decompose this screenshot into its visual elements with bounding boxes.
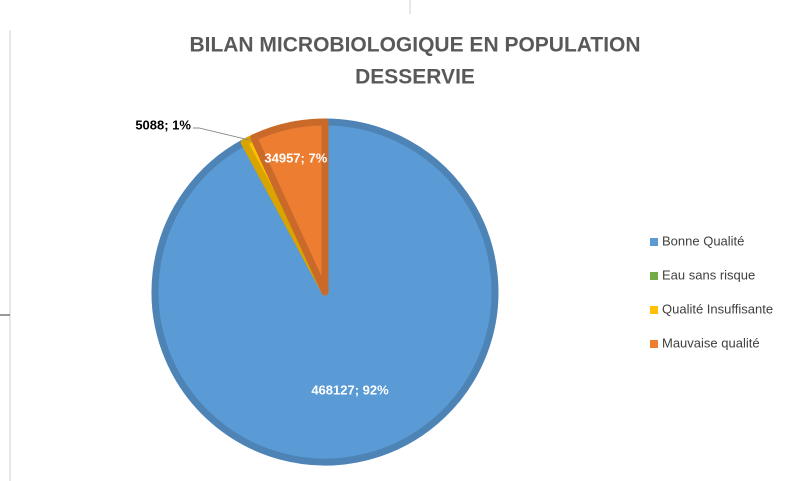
legend-swatch bbox=[650, 340, 658, 348]
pie-slice bbox=[250, 118, 329, 296]
data-label: 468127; 92% bbox=[311, 382, 389, 397]
legend-swatch bbox=[650, 272, 658, 280]
data-label: 5088; 1% bbox=[135, 117, 191, 132]
data-label: 34957; 7% bbox=[264, 151, 327, 166]
legend-swatch bbox=[650, 306, 658, 314]
chart-title: BILAN MICROBIOLOGIQUE EN POPULATION bbox=[189, 34, 640, 57]
legend-label: Bonne Qualité bbox=[662, 233, 744, 248]
leader-line bbox=[192, 127, 250, 141]
legend-label: Qualité Insuffisante bbox=[662, 301, 773, 316]
legend-label: Mauvaise qualité bbox=[662, 335, 760, 350]
chart-title: DESSERVIE bbox=[355, 66, 475, 89]
legend-label: Eau sans risque bbox=[662, 267, 755, 282]
legend-swatch bbox=[650, 238, 658, 246]
